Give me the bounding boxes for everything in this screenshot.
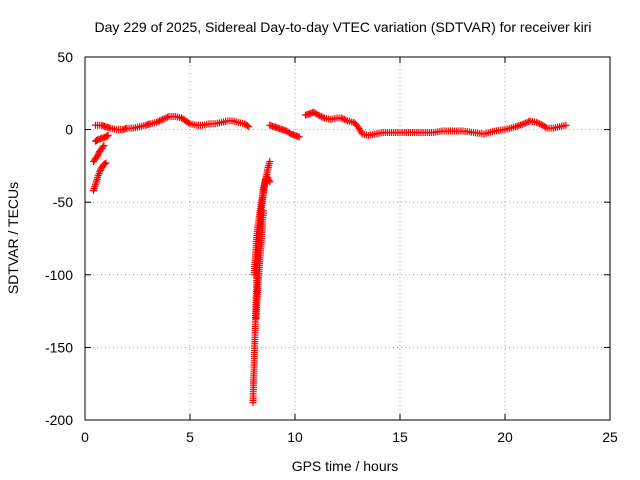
data-point <box>266 178 274 186</box>
data-point <box>160 115 168 123</box>
data-point <box>542 123 550 131</box>
data-point <box>337 114 345 122</box>
y-tick-label: 50 <box>57 49 73 65</box>
x-tick-label: 10 <box>287 429 303 445</box>
y-tick-label: -50 <box>53 194 73 210</box>
data-point <box>163 113 171 121</box>
x-tick-label: 20 <box>497 429 513 445</box>
data-point <box>265 176 273 184</box>
data-point <box>102 159 110 167</box>
data-point <box>162 114 170 122</box>
data-point <box>537 121 545 129</box>
data-point <box>521 119 529 127</box>
y-tick-label: -150 <box>45 339 73 355</box>
x-tick-label: 25 <box>602 429 618 445</box>
data-point <box>340 115 348 123</box>
data-point <box>523 118 531 126</box>
grid-lines <box>85 57 610 420</box>
x-tick-label: 0 <box>81 429 89 445</box>
data-point <box>154 118 162 126</box>
axes: 0 5 10 15 20 25 -200 -150 -100 -50 0 50 <box>45 49 618 445</box>
y-tick-label: -200 <box>45 412 73 428</box>
data-point <box>317 113 325 121</box>
chart-title: Day 229 of 2025, Sidereal Day-to-day VTE… <box>95 19 592 35</box>
data-point <box>100 142 108 150</box>
data-point <box>185 119 193 127</box>
x-axis-label: GPS time / hours <box>292 458 399 474</box>
data-point <box>157 116 165 124</box>
data-point <box>562 121 570 129</box>
data-points <box>89 108 570 407</box>
data-point <box>260 207 267 215</box>
data-point <box>316 112 324 120</box>
data-point <box>536 120 544 128</box>
data-point <box>319 113 327 121</box>
data-point <box>101 160 109 168</box>
data-point <box>245 123 253 131</box>
data-point <box>156 117 164 125</box>
data-point <box>295 133 303 141</box>
data-point <box>152 118 160 126</box>
data-point <box>533 118 540 126</box>
data-point <box>342 116 350 124</box>
data-point <box>520 120 528 128</box>
x-tick-label: 5 <box>186 429 194 445</box>
data-point <box>339 115 347 123</box>
data-point <box>266 158 274 166</box>
data-point <box>104 131 112 139</box>
data-point <box>103 132 111 140</box>
y-tick-label: -100 <box>45 267 73 283</box>
y-axis-label: SDTVAR / TECUs <box>5 182 21 294</box>
data-point <box>313 110 321 118</box>
data-point <box>243 122 251 130</box>
data-point <box>99 143 107 151</box>
x-tick-label: 15 <box>392 429 408 445</box>
data-point <box>534 119 542 127</box>
data-point <box>314 111 322 119</box>
data-point <box>159 115 167 123</box>
y-tick-label: 0 <box>65 122 73 138</box>
plot-frame <box>84 56 611 421</box>
